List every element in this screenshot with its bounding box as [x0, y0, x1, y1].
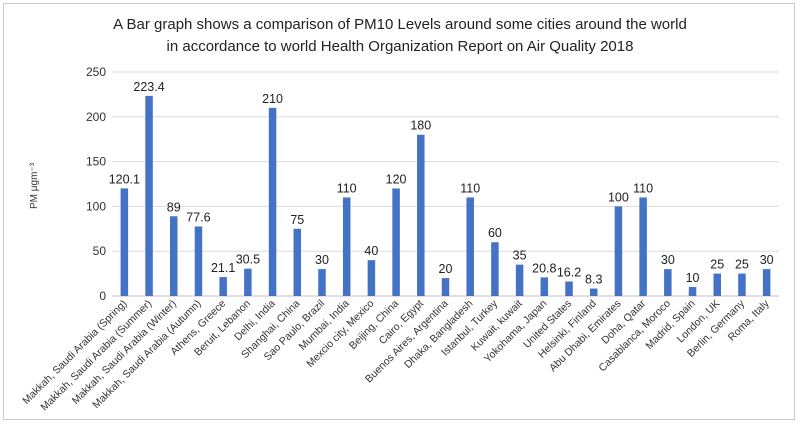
y-ticks: 0 50 100 150 200 250 — [86, 65, 106, 303]
data-label: 30 — [315, 253, 329, 267]
bar — [515, 264, 524, 296]
bar — [120, 188, 129, 296]
y-axis-label: PM μgm⁻³ — [29, 162, 40, 209]
data-label: 21.1 — [211, 261, 235, 275]
data-label: 35 — [513, 249, 527, 263]
data-label: 77.6 — [186, 210, 210, 224]
bar — [367, 260, 376, 296]
bar — [219, 277, 227, 296]
bar — [293, 228, 302, 296]
data-label: 40 — [364, 244, 378, 258]
chart-subtitle: in accordance to world Health Organizati… — [167, 38, 634, 55]
data-label: 16.2 — [557, 265, 581, 279]
data-label: 75 — [290, 213, 304, 227]
y-tick-label: 250 — [86, 65, 106, 79]
y-tick-label: 100 — [86, 199, 106, 213]
bar — [664, 269, 672, 296]
data-label: 210 — [262, 92, 283, 106]
y-tick-label: 0 — [99, 289, 106, 303]
bar — [194, 226, 203, 296]
bar — [738, 273, 746, 296]
data-label: 30 — [760, 253, 774, 267]
data-label: 20 — [439, 262, 453, 276]
data-label: 120 — [386, 172, 407, 186]
data-label: 60 — [488, 226, 502, 240]
data-labels: 120.1 223.4 89 77.6 21.130.5 210 75 30 110 40 120 1… — [109, 80, 774, 287]
data-label: 120.1 — [109, 172, 140, 186]
bar — [589, 288, 598, 296]
data-label: 110 — [633, 181, 653, 195]
y-tick-label: 150 — [86, 155, 106, 169]
category-labels: Makkah, Saudi Arabia (Spring)Makkah, Sau… — [20, 297, 772, 413]
bar — [318, 269, 326, 296]
bar — [540, 277, 549, 296]
bar — [688, 287, 697, 296]
chart-title: A Bar graph shows a comparison of PM10 L… — [113, 16, 687, 33]
bar — [762, 269, 771, 296]
bar-chart: A Bar graph shows a comparison of PM10 L… — [20, 16, 779, 413]
bar — [268, 107, 277, 296]
bar — [145, 95, 153, 296]
bar — [713, 273, 721, 296]
bar — [466, 197, 474, 296]
y-tick-label: 50 — [93, 244, 107, 258]
y-tick-label: 200 — [86, 110, 106, 124]
bars — [120, 95, 771, 296]
bar — [170, 216, 178, 296]
data-label: 110 — [337, 181, 357, 195]
bar — [342, 197, 351, 296]
bar — [417, 134, 425, 296]
data-label: 8.3 — [585, 273, 602, 287]
bar — [491, 242, 499, 296]
bar — [639, 197, 647, 296]
data-label: 100 — [608, 190, 629, 204]
data-label: 10 — [686, 271, 700, 285]
data-label: 89 — [167, 200, 181, 214]
data-label: 25 — [710, 258, 724, 272]
data-label: 223.4 — [133, 80, 164, 94]
data-label: 20.8 — [532, 261, 556, 275]
data-label: 110 — [460, 181, 480, 195]
data-label: 25 — [735, 258, 749, 272]
chart-frame: A Bar graph shows a comparison of PM10 L… — [3, 3, 795, 420]
bar — [441, 278, 450, 296]
bar — [614, 206, 623, 296]
bar — [392, 188, 400, 296]
data-label: 30.5 — [236, 253, 260, 267]
data-label: 180 — [410, 119, 431, 133]
category-label: Makkah, Saudi Arabia (Winter) — [70, 298, 179, 407]
data-label: 30 — [661, 253, 675, 267]
bar — [565, 281, 573, 296]
bar — [244, 268, 252, 296]
